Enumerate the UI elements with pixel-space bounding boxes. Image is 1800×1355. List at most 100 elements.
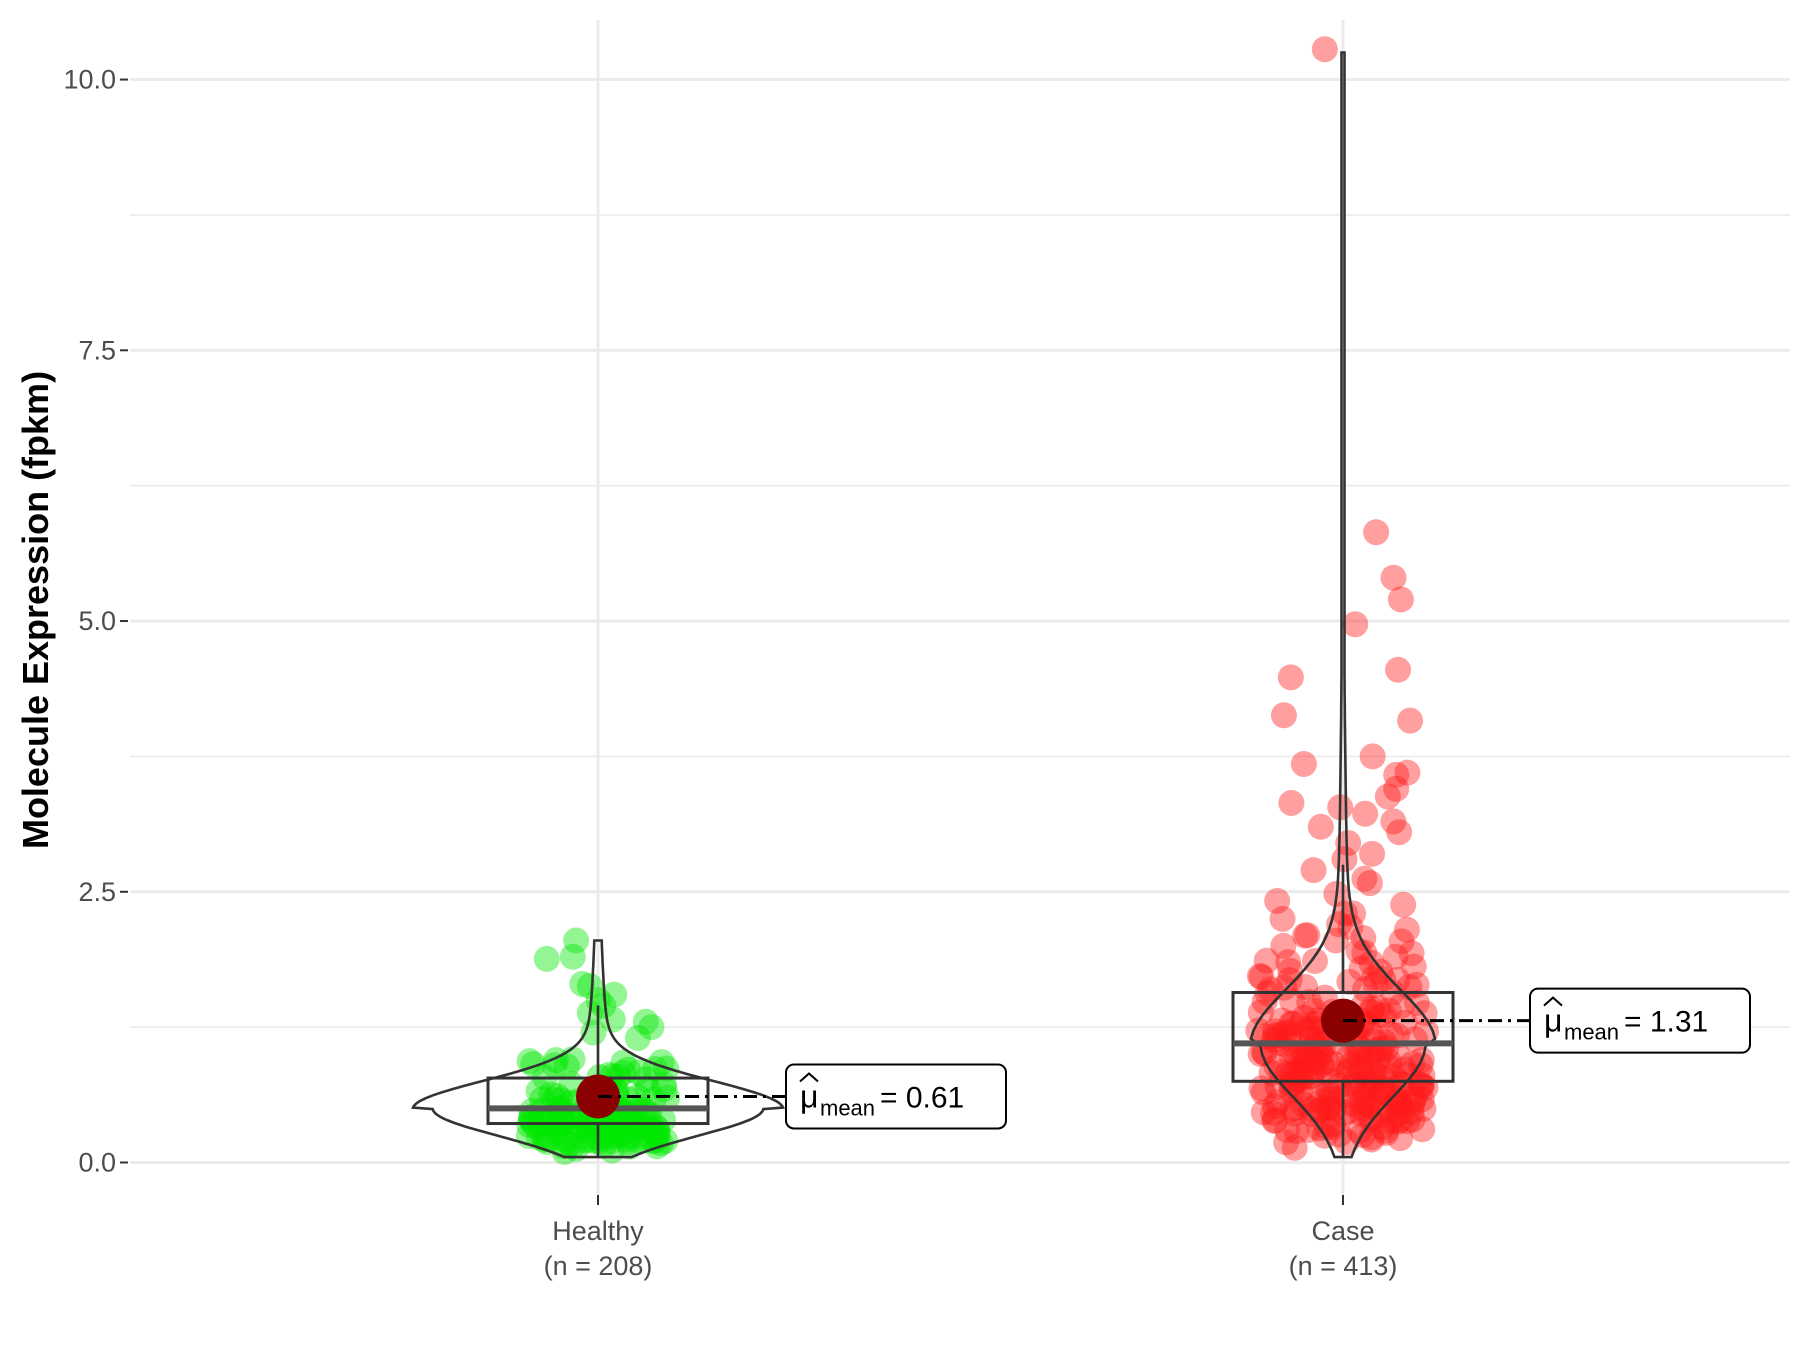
data-point [1335,830,1362,857]
data-point [546,1098,573,1125]
data-point [623,1106,650,1133]
data-point [601,981,628,1008]
data-point [1390,891,1417,918]
x-tick-label: Case [1311,1216,1374,1246]
data-point [1352,800,1379,827]
data-point [1388,1106,1415,1133]
data-point [559,1046,586,1073]
data-point [1290,1004,1317,1031]
data-point [1388,992,1415,1019]
data-point [593,1123,620,1150]
x-tick-label: Healthy [552,1216,644,1246]
data-point [1399,1091,1426,1118]
data-point [1367,1102,1394,1129]
data-point [607,1122,634,1149]
data-point [604,1114,631,1141]
data-point [1292,1043,1319,1070]
data-point [1385,1087,1412,1114]
mean-hat [799,1072,819,1083]
data-point [1373,1120,1400,1147]
data-point [1307,1088,1334,1115]
data-point [1358,1126,1385,1153]
data-point [599,1123,626,1150]
data-point [1282,1059,1309,1086]
data-point [1386,819,1413,846]
data-point [1370,1064,1397,1091]
data-point [535,1126,562,1153]
data-point [516,1048,543,1075]
data-point [1335,1044,1362,1071]
data-point [605,1113,632,1140]
data-point [1375,997,1402,1024]
data-point [1370,965,1397,992]
data-point [1356,870,1383,897]
data-point [1251,988,1278,1015]
data-point [1260,1100,1287,1127]
violin-outline [1249,51,1437,1159]
data-point [1293,1017,1320,1044]
data-point [1317,1085,1344,1112]
data-point [1383,775,1410,802]
grid-layer [130,20,1790,1195]
data-point [1331,846,1358,873]
data-point [520,1051,547,1078]
data-point [597,1128,624,1155]
data-point [1338,1050,1365,1077]
data-point [1326,1121,1353,1148]
data-point [547,1112,574,1139]
data-point [1409,1116,1436,1143]
data-point [620,1114,647,1141]
data-point [567,1112,594,1139]
points-case [1245,36,1440,1161]
y-tick-label: 7.5 [78,335,116,365]
data-point [1400,1086,1427,1113]
data-point [1408,1071,1435,1098]
data-point [1352,976,1379,1003]
data-point [616,1133,643,1160]
data-point [1315,1080,1342,1107]
data-point [1384,1041,1411,1068]
data-point [1363,1049,1390,1076]
data-point [1300,1057,1327,1084]
data-point [1301,948,1328,975]
data-point [1262,1107,1289,1134]
data-point [629,1124,656,1151]
data-point [615,1128,642,1155]
data-point [644,1119,671,1146]
data-point [1387,1070,1414,1097]
data-point [1408,1086,1435,1113]
data-point [1385,1084,1412,1111]
data-point [1279,988,1306,1015]
data-point [1278,1072,1305,1099]
groups-layer: μ mean = 0.61μ mean = 1.31 [410,36,1751,1165]
data-point [1388,1071,1415,1098]
data-point [1360,1076,1387,1103]
data-point [1296,989,1323,1016]
data-point [1283,1094,1310,1121]
data-point [1278,1043,1305,1070]
data-point [1387,1125,1414,1152]
data-point [1292,922,1319,949]
data-point [1398,940,1425,967]
data-point [551,1138,578,1165]
data-point [1358,1104,1385,1131]
data-point [1346,1117,1373,1144]
data-point [1351,939,1378,966]
data-point [623,1127,650,1154]
mean-symbol: μ [1544,1003,1562,1039]
data-point [1298,1101,1325,1128]
data-point [1380,1090,1407,1117]
data-point [1275,1020,1302,1047]
data-point [541,1052,568,1079]
mean-value-label: = 0.61 [880,1081,964,1114]
data-point [1320,1050,1347,1077]
data-point [638,1014,665,1041]
data-point [588,1112,615,1139]
data-point [1313,1114,1340,1141]
data-point [1287,1011,1314,1038]
data-point [1271,974,1298,1001]
data-point [1253,947,1280,974]
data-point [1353,1094,1380,1121]
data-point [632,1114,659,1141]
